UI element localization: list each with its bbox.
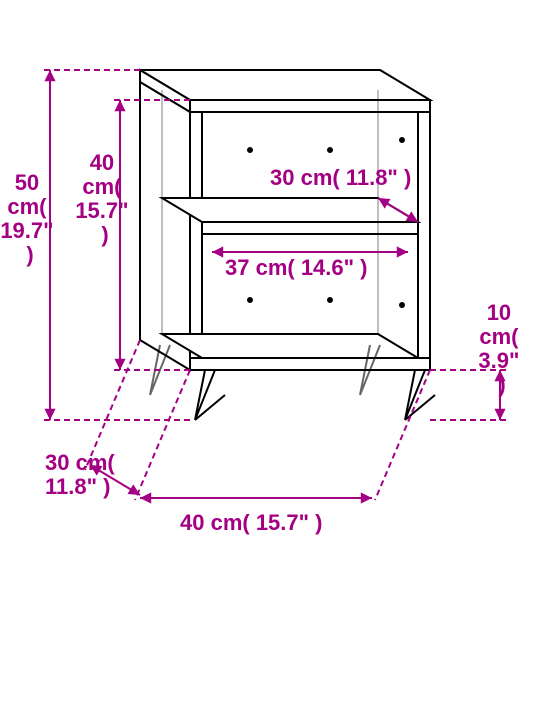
dimensions — [40, 70, 510, 500]
label-depth-shelf: 30 cm( 11.8" ) — [270, 165, 411, 190]
label-leg-height: 10 cm( 3.9" ) — [478, 300, 525, 397]
label-depth-bottom: 30 cm( 11.8" ) — [45, 450, 121, 499]
label-height-cabinet: 40 cm( 15.7" ) — [75, 150, 134, 247]
label-width-bottom: 40 cm( 15.7" ) — [180, 510, 323, 535]
cabinet-drawing — [140, 70, 435, 420]
label-width-inner: 37 cm( 14.6" ) — [225, 255, 368, 280]
